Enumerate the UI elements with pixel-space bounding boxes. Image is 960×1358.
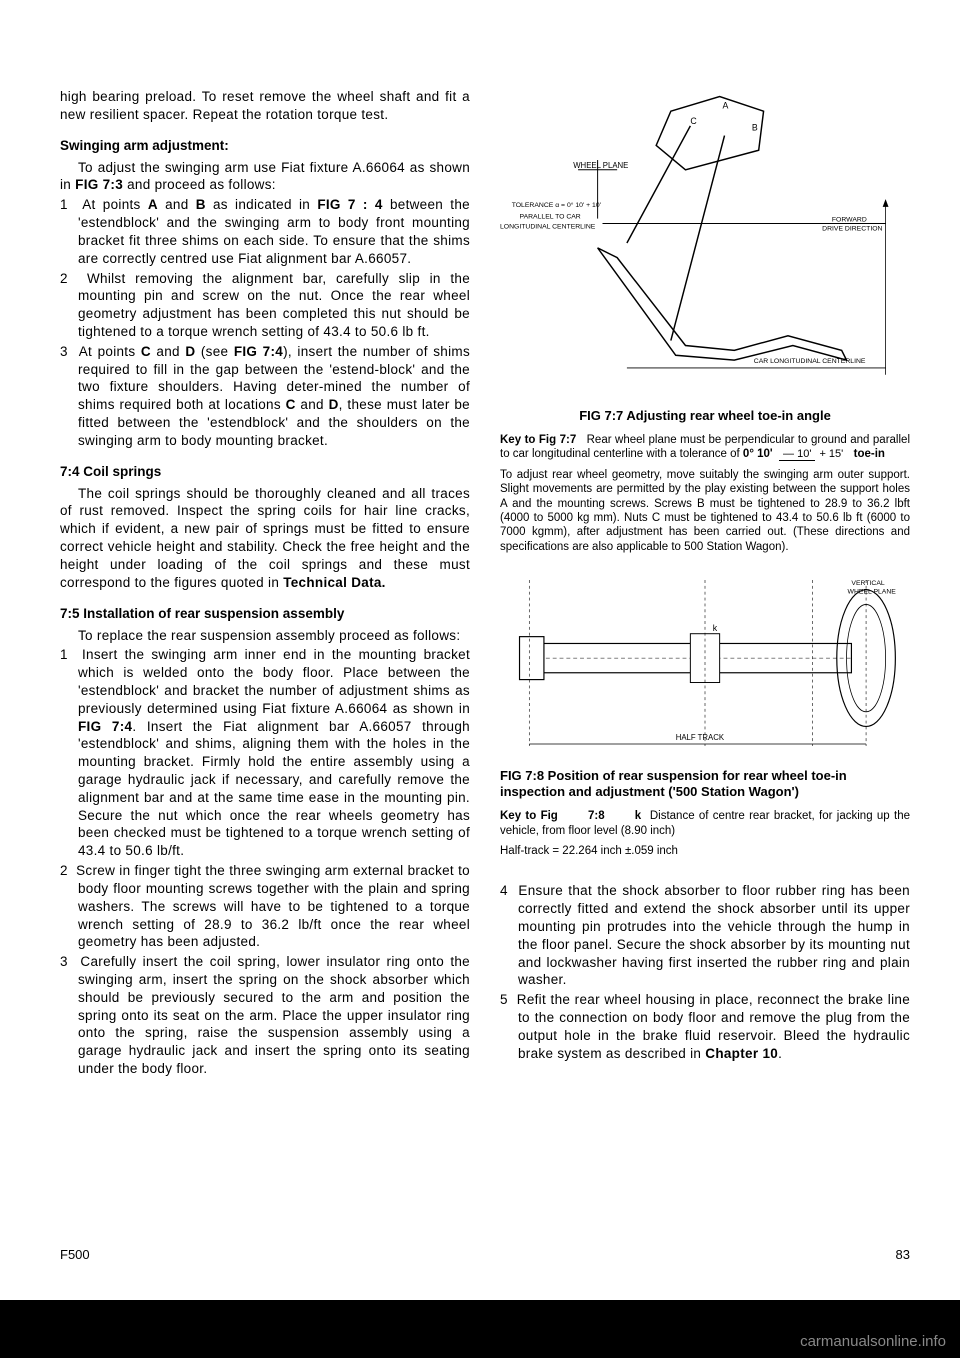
label-half-track: HALF TRACK — [676, 733, 725, 742]
installation-title: 7:5 Installation of rear suspension asse… — [60, 606, 470, 621]
install-step-1: 1 Insert the swinging arm inner end in t… — [60, 646, 470, 860]
intro-paragraph: high bearing preload. To reset remove th… — [60, 88, 470, 124]
label-forward: FORWARD — [832, 217, 867, 224]
fig-7-8-svg: VERTICAL WHEEL PLANE — [500, 568, 910, 758]
label-long-center: LONGITUDINAL CENTERLINE — [500, 223, 596, 230]
swinging-intro: To adjust the swinging arm use Fiat fixt… — [60, 159, 470, 195]
install-intro: To replace the rear suspension assembly … — [60, 627, 470, 645]
swinging-step-1: 1 At points A and B as indicated in FIG … — [60, 196, 470, 267]
label-wheel-plane: WHEEL PLANE — [573, 161, 628, 170]
coil-springs-title: 7:4 Coil springs — [60, 464, 470, 479]
svg-text:B: B — [752, 123, 758, 133]
label-parallel: PARALLEL TO CAR — [520, 214, 581, 221]
fig-7-8-key-2: Half-track = 22.264 inch ±.059 inch — [500, 844, 910, 858]
fig-7-8-caption: FIG 7:8 Position of rear suspension for … — [500, 768, 910, 799]
fig-7-7-caption: FIG 7:7 Adjusting rear wheel toe-in angl… — [500, 408, 910, 423]
left-column: high bearing preload. To reset remove th… — [60, 88, 470, 1080]
right-column: WHEEL PLANE TOLERANCE α = 0° 10' + 10' P… — [500, 88, 910, 1080]
install-step-4: 4 Ensure that the shock absorber to floo… — [500, 882, 910, 989]
footer-right: 83 — [896, 1247, 910, 1262]
swinging-arm-title: Swinging arm adjustment: — [60, 138, 470, 153]
install-step-3: 3 Carefully insert the coil spring, lowe… — [60, 953, 470, 1078]
coil-springs-body: The coil springs should be thoroughly cl… — [60, 485, 470, 592]
install-step-2: 2 Screw in finger tight the three swingi… — [60, 862, 470, 951]
svg-text:k: k — [713, 623, 718, 633]
label-tolerance: TOLERANCE α = 0° 10' + 10' — [512, 201, 601, 209]
two-column-layout: high bearing preload. To reset remove th… — [60, 88, 910, 1080]
label-drive-direction: DRIVE DIRECTION — [822, 225, 882, 232]
fig-7-7-svg: WHEEL PLANE TOLERANCE α = 0° 10' + 10' P… — [500, 88, 910, 398]
swinging-step-2: 2 Whilst removing the alignment bar, car… — [60, 270, 470, 341]
fig-7-7-key-1: Key to Fig 7:7 Rear wheel plane must be … — [500, 433, 910, 462]
svg-text:A: A — [723, 100, 729, 110]
label-vertical: VERTICAL — [851, 580, 884, 587]
fig-7-8-diagram: VERTICAL WHEEL PLANE — [500, 568, 910, 758]
fig-7-7-key-body: To adjust rear wheel geometry, move suit… — [500, 468, 910, 554]
install-step-5: 5 Refit the rear wheel housing in place,… — [500, 991, 910, 1062]
document-page: high bearing preload. To reset remove th… — [0, 0, 960, 1300]
watermark: carmanualsonline.info — [800, 1333, 946, 1350]
fig-7-7-diagram: WHEEL PLANE TOLERANCE α = 0° 10' + 10' P… — [500, 88, 910, 398]
svg-text:C: C — [690, 116, 696, 126]
swinging-step-3: 3 At points C and D (see FIG 7:4), inser… — [60, 343, 470, 450]
footer-left: F500 — [60, 1247, 90, 1262]
label-car-long-center: CAR LONGITUDINAL CENTERLINE — [754, 358, 866, 365]
fig-7-8-key-1: Key to Fig 7:8 k Distance of centre rear… — [500, 809, 910, 838]
